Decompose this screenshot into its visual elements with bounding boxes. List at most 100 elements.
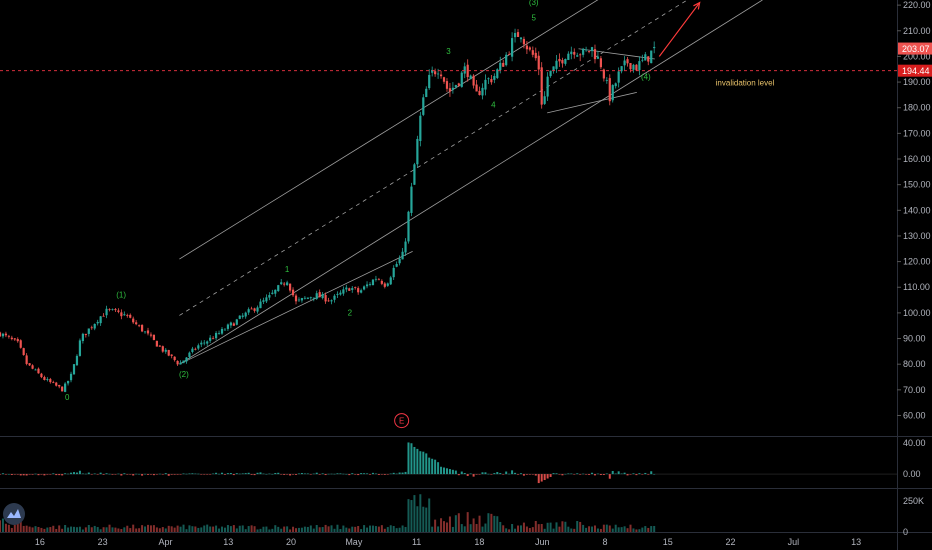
oscillator-bar xyxy=(78,470,81,475)
candle-body xyxy=(590,47,594,52)
volume-bar xyxy=(558,526,561,532)
oscillator-bar xyxy=(591,472,594,475)
oscillator-bar xyxy=(448,469,451,475)
volume-bar xyxy=(354,526,357,532)
volume-bar xyxy=(185,529,188,532)
oscillator-bar xyxy=(40,474,43,475)
oscillator-bar xyxy=(31,474,34,475)
oscillator-bar xyxy=(469,473,472,475)
oscillator-bar xyxy=(561,474,564,476)
time-tick-label: 18 xyxy=(474,537,484,547)
price-tick-label: 210.00 xyxy=(903,26,931,36)
price-tick-label: 160.00 xyxy=(903,154,931,164)
candle-body xyxy=(401,251,404,260)
volume-bar xyxy=(475,523,478,532)
price-axis[interactable]: 60.00 70.00 80.00 90.00 100.00 110.00 120.00 13… xyxy=(897,0,932,537)
tradingview-logo-icon[interactable] xyxy=(3,503,25,525)
time-tick-label: 13 xyxy=(851,537,861,547)
oscillator-bar xyxy=(16,474,19,475)
volume-bar xyxy=(52,525,55,532)
oscillator-bar xyxy=(67,473,70,475)
volume-bar xyxy=(256,529,259,532)
volume-bar xyxy=(147,524,150,532)
oscillator-bar xyxy=(303,473,306,475)
volume-bar xyxy=(443,521,446,532)
candle-body xyxy=(87,328,90,334)
candle-body xyxy=(377,279,380,281)
candle-body xyxy=(593,49,597,60)
oscillator-bar xyxy=(96,474,99,475)
oscillator-bar xyxy=(321,473,324,475)
oscillator-bar xyxy=(543,474,546,481)
candle-body xyxy=(312,297,315,299)
volume-bar xyxy=(170,526,173,532)
volume-bar xyxy=(552,528,555,532)
oscillator-bar xyxy=(632,473,635,475)
oscillator-bar xyxy=(558,474,561,475)
candle-body xyxy=(22,348,25,356)
candle-body xyxy=(324,294,327,302)
volume-bar xyxy=(576,520,579,532)
candle-body xyxy=(439,74,443,77)
candle-body xyxy=(573,51,576,55)
oscillator-bar xyxy=(312,473,315,475)
candle-body xyxy=(140,325,144,332)
candle-body xyxy=(262,300,265,302)
volume-bar xyxy=(463,526,466,532)
candle-body xyxy=(90,327,93,329)
oscillator-bar xyxy=(653,474,656,475)
volume-bar xyxy=(312,528,315,532)
wave-label: 2 xyxy=(348,308,353,317)
oscillator-bar xyxy=(34,473,37,475)
volume-bar xyxy=(105,527,108,532)
volume-bar xyxy=(25,525,28,532)
candle-body xyxy=(481,87,484,96)
time-axis[interactable]: 16 23 Apr 13 20 May 11 18 Jun 8 15 22 Jul 13 xyxy=(35,537,861,547)
candle-body xyxy=(129,314,132,318)
volume-bar xyxy=(638,529,641,532)
oscillator-bar xyxy=(135,473,138,475)
oscillator-bar xyxy=(185,473,188,475)
volume-bar xyxy=(158,528,161,532)
volume-bar xyxy=(93,525,96,532)
oscillator-bar xyxy=(87,472,90,475)
volume-bar xyxy=(309,525,312,532)
oscillator-bar xyxy=(206,474,209,475)
volume-bar xyxy=(247,526,250,532)
oscillator-bar xyxy=(647,474,650,475)
volume-bar xyxy=(10,527,13,532)
oscillator-bar xyxy=(147,474,150,475)
volume-bar xyxy=(117,528,120,532)
oscillator-bar xyxy=(460,471,463,475)
price-tick-label: 140.00 xyxy=(903,205,931,215)
candle-body xyxy=(149,334,153,336)
candle-body xyxy=(120,312,123,317)
volume-bar xyxy=(593,525,596,532)
oscillator-bar xyxy=(182,473,185,475)
volume-bar xyxy=(49,527,52,532)
volume-bar xyxy=(493,515,496,532)
candle-body xyxy=(587,51,591,52)
volume-bar xyxy=(599,528,602,532)
candle-body xyxy=(608,78,611,102)
candle-body xyxy=(528,47,531,50)
candle-body xyxy=(475,84,478,92)
candle-body xyxy=(10,337,13,340)
candle-body xyxy=(108,308,111,310)
oscillator-bar xyxy=(297,473,300,475)
volume-bar xyxy=(22,525,25,532)
oscillator-bar xyxy=(58,474,61,476)
channel-line xyxy=(179,0,763,365)
candle-body xyxy=(540,67,543,105)
candle-body xyxy=(78,340,82,356)
candle-body xyxy=(516,32,520,37)
volume-bar xyxy=(73,526,76,532)
oscillator-bar xyxy=(333,473,336,475)
volume-bar xyxy=(632,528,635,532)
time-tick-label: Jun xyxy=(535,537,550,547)
volume-bar xyxy=(241,525,244,532)
oscillator-bar xyxy=(158,473,161,475)
oscillator-bar xyxy=(70,472,73,475)
oscillator-bar xyxy=(567,473,570,475)
